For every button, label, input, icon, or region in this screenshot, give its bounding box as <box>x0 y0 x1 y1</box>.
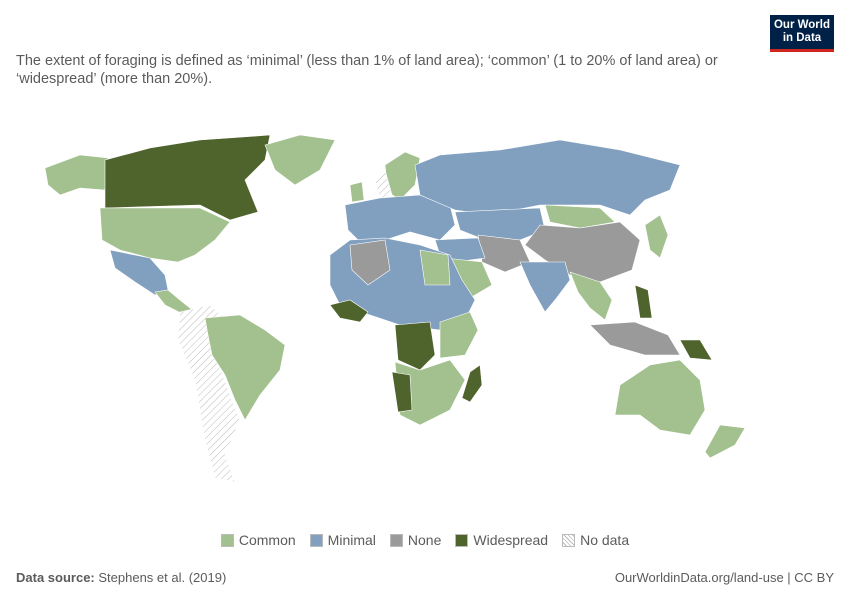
country[interactable] <box>614 359 706 436</box>
country[interactable] <box>204 314 286 421</box>
country[interactable] <box>99 207 231 263</box>
country[interactable] <box>524 221 641 283</box>
legend-label: None <box>407 532 442 548</box>
url[interactable]: OurWorldinData.org/land-use | CC BY <box>614 570 834 585</box>
country[interactable] <box>264 134 336 186</box>
legend-label: Common <box>238 532 296 548</box>
country[interactable] <box>461 364 483 403</box>
logo[interactable]: Our World in Data <box>770 15 834 52</box>
legend: Common Minimal None Widespread No data <box>0 532 850 548</box>
legend-swatch <box>562 533 576 547</box>
country[interactable] <box>454 207 546 241</box>
legend-item[interactable]: Minimal <box>309 532 376 548</box>
legend-swatch <box>309 533 323 547</box>
country[interactable] <box>634 284 653 319</box>
legend-swatch <box>389 533 403 547</box>
logo-line: Our World <box>773 19 830 31</box>
country[interactable] <box>349 181 365 203</box>
subtitle: The extent of foraging is defined as ‘mi… <box>16 53 718 87</box>
footer: Data source: Stephens et al. (2019) OurW… <box>16 570 834 585</box>
country[interactable] <box>394 359 466 426</box>
legend-label: No data <box>580 532 630 548</box>
legend-item[interactable]: None <box>389 532 442 548</box>
country[interactable] <box>374 169 393 201</box>
country[interactable] <box>519 261 571 313</box>
legend-swatch <box>455 533 469 547</box>
country[interactable] <box>679 339 713 361</box>
country[interactable] <box>44 154 109 196</box>
country[interactable] <box>391 371 413 413</box>
countries <box>44 134 746 483</box>
country[interactable] <box>329 299 369 323</box>
world-map <box>44 134 746 483</box>
country[interactable] <box>544 204 616 229</box>
legend-label: Widespread <box>473 532 549 548</box>
country[interactable] <box>419 249 451 286</box>
country[interactable] <box>589 321 681 356</box>
country[interactable] <box>644 214 669 259</box>
source-label: Data source: <box>16 570 95 585</box>
country[interactable] <box>439 311 479 359</box>
country[interactable] <box>394 321 436 371</box>
legend-item[interactable]: No data <box>562 532 629 548</box>
country[interactable] <box>414 139 681 216</box>
logo-line: in Data <box>782 32 822 44</box>
legend-swatch <box>220 533 234 547</box>
country[interactable] <box>704 424 746 459</box>
legend-item[interactable]: Common <box>220 532 296 548</box>
country[interactable] <box>104 134 271 221</box>
country[interactable] <box>569 271 613 321</box>
legend-item[interactable]: Widespread <box>455 532 548 548</box>
legend-label: Minimal <box>327 532 376 548</box>
source: Stephens et al. (2019) <box>98 570 227 585</box>
country[interactable] <box>349 239 391 286</box>
